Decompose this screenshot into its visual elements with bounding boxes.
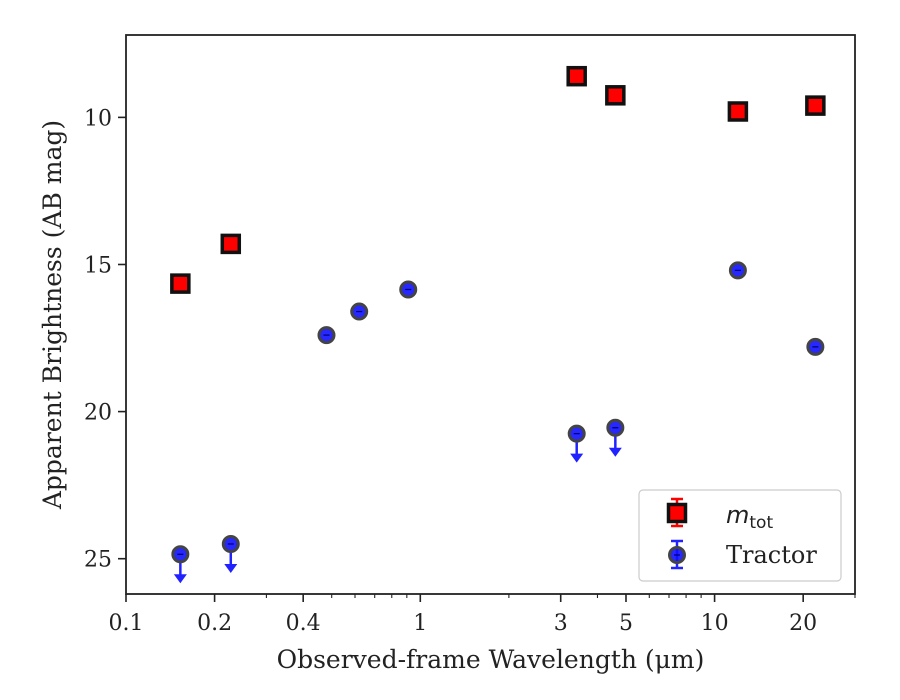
legend: mtot Tractor	[638, 489, 842, 582]
legend-mtot-name: m	[726, 501, 749, 529]
x-tick-label: 0.4	[286, 611, 321, 636]
x-axis-label: Observed-frame Wavelength (μm)	[277, 645, 705, 674]
x-tick-label: 3	[554, 611, 568, 636]
data-points	[170, 65, 826, 584]
x-axis-ticks: 0.1 0.2 0.4 1 3 5 10 20	[109, 594, 856, 636]
mtot-point	[605, 85, 626, 106]
mtot-point	[170, 273, 191, 294]
legend-mtot-marker	[666, 502, 688, 524]
y-tick-label: 10	[84, 106, 112, 131]
legend-box	[638, 489, 842, 582]
mtot-point	[727, 101, 749, 122]
mtot-point	[566, 65, 587, 87]
x-tick-label: 5	[619, 611, 633, 636]
y-tick-label: 20	[84, 401, 112, 426]
legend-mtot-subscript: tot	[749, 513, 773, 533]
x-tick-label: 20	[789, 611, 817, 636]
mtot-point	[220, 233, 242, 255]
y-axis-label: Apparent Brightness (AB mag)	[38, 120, 67, 510]
x-tick-label: 10	[701, 611, 729, 636]
mtot-point	[805, 95, 826, 116]
x-tick-label: 0.2	[197, 611, 232, 636]
y-axis-ticks: 10 15 20 25	[84, 106, 126, 573]
y-tick-label: 15	[84, 253, 112, 278]
y-tick-label: 25	[84, 548, 112, 573]
x-tick-label: 0.1	[109, 611, 144, 636]
legend-tractor-label: Tractor	[726, 541, 817, 569]
legend-mtot-label: mtot	[726, 501, 773, 533]
x-tick-label: 1	[413, 611, 427, 636]
